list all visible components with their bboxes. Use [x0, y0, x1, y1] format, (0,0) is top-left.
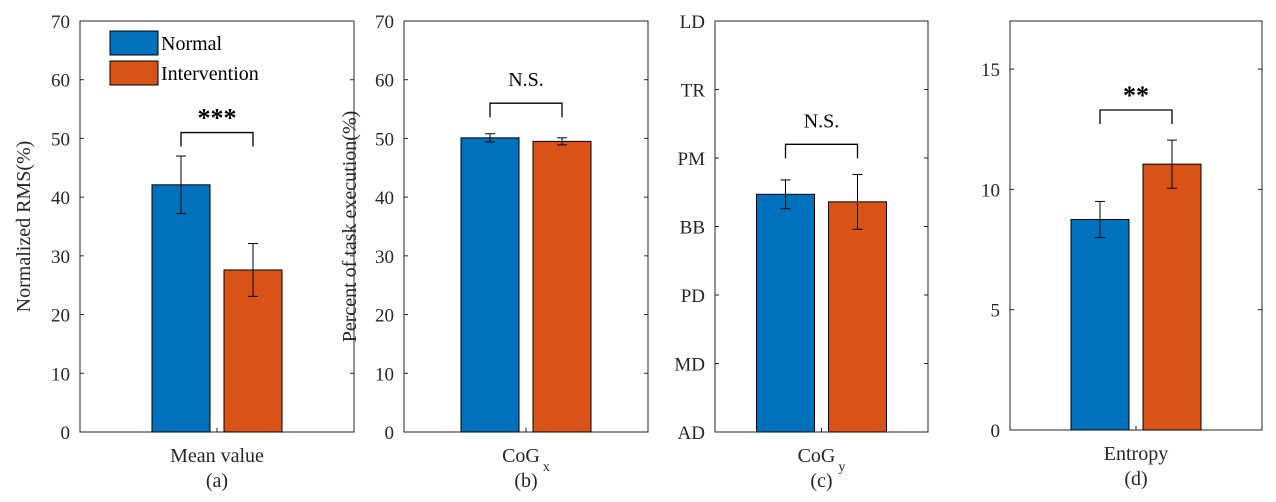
y-axis-label: Normalized RMS(%) — [13, 141, 35, 313]
legend-label-normal: Normal — [161, 33, 223, 55]
y-tick-label: 20 — [51, 306, 70, 327]
y-tick-label: 70 — [51, 12, 70, 33]
bar-intervention — [223, 269, 283, 433]
y-tick-label: AD — [678, 423, 705, 444]
panel-label: (c) — [810, 470, 832, 492]
y-tick-label: 20 — [375, 306, 394, 327]
x-axis-label: CoGy — [798, 445, 846, 475]
y-tick-label: 60 — [51, 71, 70, 92]
panel-label: (a) — [206, 470, 228, 492]
axes-box — [714, 20, 929, 433]
y-tick-label: 5 — [991, 301, 1001, 322]
y-tick-label: 40 — [51, 188, 70, 209]
y-tick-label: 50 — [375, 129, 394, 150]
y-tick-label: TR — [681, 81, 706, 102]
y-tick-label: 50 — [51, 129, 70, 150]
y-axis-label: Percent of task execution(%) — [339, 111, 361, 343]
y-tick-label: LD — [680, 12, 705, 33]
x-axis-label-subscript: y — [838, 460, 845, 475]
x-axis-label-text: CoG — [502, 445, 540, 467]
bar-normal — [756, 193, 815, 433]
y-tick-label: BB — [680, 218, 705, 239]
panel-label: (d) — [1124, 468, 1147, 490]
y-tick-label: PM — [678, 149, 706, 170]
bar-intervention — [532, 140, 592, 433]
x-axis-label: Entropy — [1104, 443, 1168, 465]
y-tick-label: 30 — [375, 247, 394, 268]
significance-bracket — [1099, 109, 1173, 125]
y-tick-label: 70 — [375, 12, 394, 33]
y-tick-label: 60 — [375, 71, 394, 92]
legend-label-intervention: Intervention — [161, 63, 259, 85]
y-tick-label: 10 — [981, 180, 1000, 201]
x-axis-label: Mean value — [170, 445, 264, 467]
y-tick-label: 15 — [981, 60, 1000, 81]
y-tick-label: 30 — [51, 247, 70, 268]
significance-label: N.S. — [804, 110, 840, 132]
bar-normal — [1070, 218, 1130, 431]
bar-normal — [151, 184, 211, 433]
x-axis-label-subscript: x — [543, 460, 550, 475]
y-tick-label: 0 — [385, 423, 395, 444]
significance-bracket — [180, 131, 254, 147]
legend-swatch-normal — [109, 30, 159, 56]
legend-swatch-intervention — [109, 60, 159, 86]
significance-label: *** — [198, 104, 237, 133]
y-tick-label: MD — [674, 355, 705, 376]
panel-label: (b) — [514, 470, 537, 492]
significance-label: N.S. — [508, 69, 544, 91]
y-tick-label: 0 — [991, 421, 1001, 442]
x-axis-label-text: Mean value — [170, 445, 264, 467]
bar-intervention — [828, 201, 887, 433]
bar-normal — [460, 137, 520, 433]
y-tick-label: 40 — [375, 188, 394, 209]
y-tick-label: PD — [681, 286, 705, 307]
y-tick-label: 10 — [375, 364, 394, 385]
significance-label: ** — [1123, 81, 1149, 110]
y-tick-label: 0 — [61, 423, 71, 444]
x-axis-label-text: Entropy — [1104, 443, 1168, 465]
x-axis-label: CoGx — [502, 445, 550, 475]
significance-bracket — [784, 143, 859, 159]
significance-bracket — [489, 102, 563, 118]
y-tick-label: 10 — [51, 364, 70, 385]
bar-intervention — [1142, 163, 1202, 431]
x-axis-label-text: CoG — [798, 445, 836, 467]
